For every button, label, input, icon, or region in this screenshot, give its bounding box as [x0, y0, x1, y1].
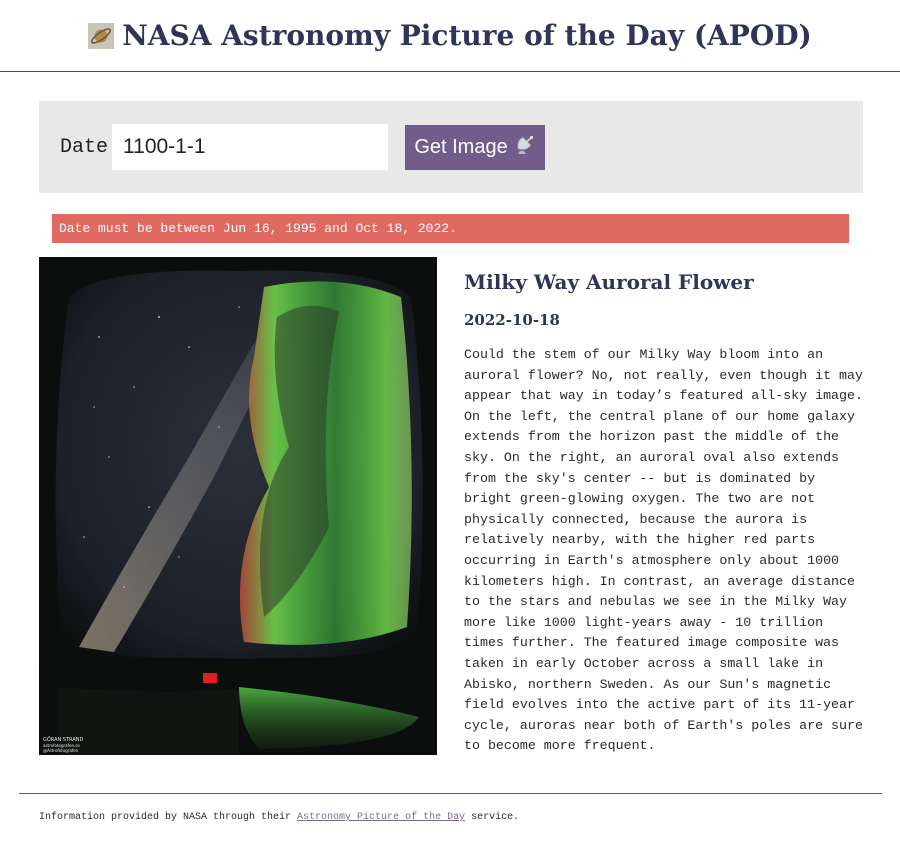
- apod-image: GÖRAN STRAND astrofotografen.se @Astrofo…: [39, 257, 437, 755]
- page-title: NASA Astronomy Picture of the Day (APOD): [88, 19, 812, 52]
- satellite-dish-icon: [514, 133, 536, 161]
- image-credit-handle: @Astrofotografen: [43, 748, 79, 753]
- page-title-text: NASA Astronomy Picture of the Day (APOD): [122, 19, 812, 52]
- footer-text-after: service.: [465, 812, 520, 823]
- image-credit-site: astrofotografen.se: [43, 743, 80, 748]
- date-form: Date Get Image: [39, 101, 863, 193]
- error-message: Date must be between Jun 16, 1995 and Oc…: [52, 214, 849, 243]
- footer-text-before: Information provided by NASA through the…: [39, 812, 298, 823]
- get-image-button[interactable]: Get Image: [405, 124, 546, 170]
- apod-link[interactable]: Astronomy Picture of the Day: [297, 812, 466, 823]
- footer-divider: [19, 793, 882, 794]
- apod-explanation: Could the stem of our Milky Way bloom in…: [464, 347, 863, 754]
- page-header: NASA Astronomy Picture of the Day (APOD): [0, 0, 900, 72]
- date-input[interactable]: [112, 124, 389, 170]
- footer: Information provided by NASA through the…: [39, 812, 519, 823]
- apod-title: Milky Way Auroral Flower: [464, 270, 754, 294]
- apod-date: 2022-10-18: [464, 311, 560, 329]
- date-label: Date: [60, 135, 109, 159]
- apod-info: Milky Way Auroral Flower 2022-10-18 Coul…: [464, 270, 864, 757]
- image-credit-name: GÖRAN STRAND: [43, 736, 83, 743]
- ringed-planet-icon: [88, 22, 115, 49]
- get-image-button-label: Get Image: [414, 135, 508, 158]
